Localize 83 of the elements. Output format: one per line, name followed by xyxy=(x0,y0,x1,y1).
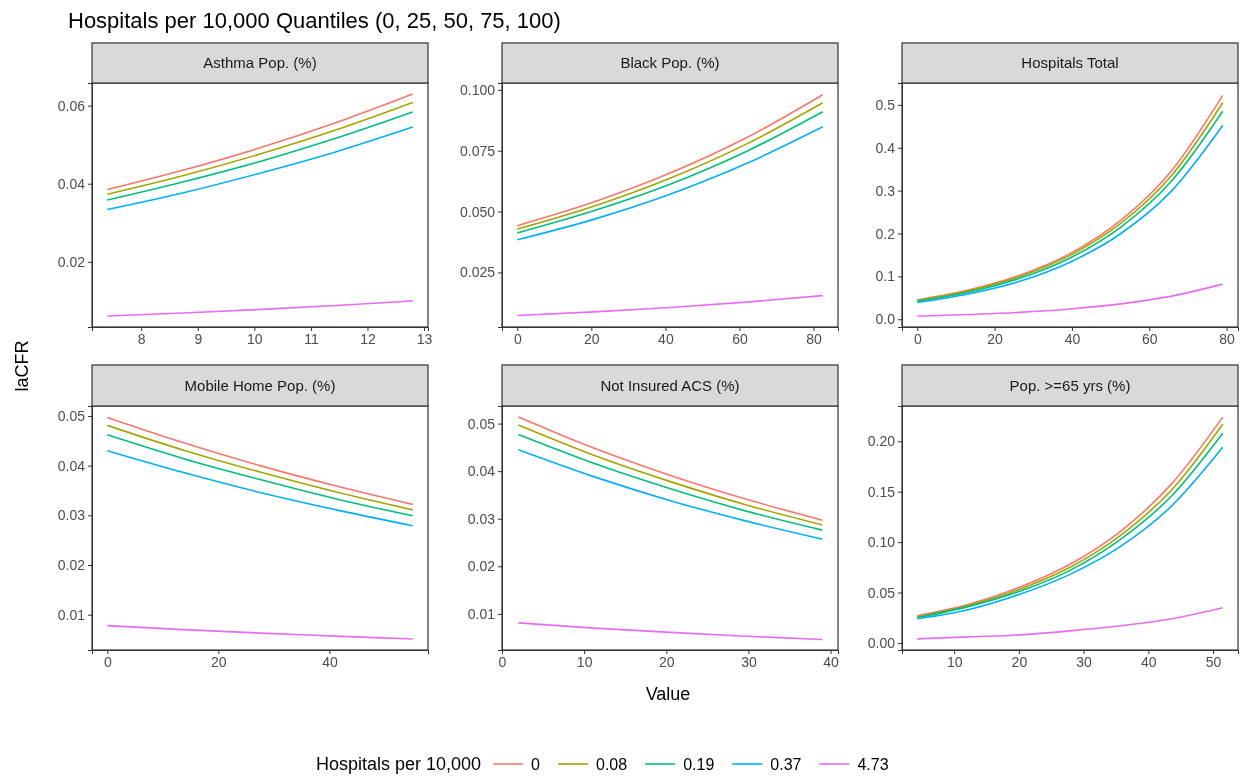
y-tick-label: 0.03 xyxy=(57,507,86,524)
y-tick-label: 0.4 xyxy=(875,139,896,156)
x-tick-label: 0 xyxy=(513,330,522,347)
line-series xyxy=(106,449,414,527)
chart-title: Mobile Home Pop. (%) xyxy=(184,376,336,394)
x-tick-label: 0 xyxy=(498,653,507,670)
line-series xyxy=(106,624,414,640)
x-tick-label: 60 xyxy=(1141,330,1158,347)
x-tick-label: 11 xyxy=(304,330,319,347)
x-tick-label: 8 xyxy=(137,330,146,347)
x-tick-label: 40 xyxy=(823,653,840,670)
legend-label: 0 xyxy=(531,756,541,773)
legend-label: 0.08 xyxy=(596,756,628,773)
legend-label: 4.73 xyxy=(857,756,889,773)
x-tick-label: 0 xyxy=(913,330,922,347)
y-tick-label: 0.05 xyxy=(467,415,496,432)
x-tick-label: 20 xyxy=(1011,653,1028,670)
y-tick-label: 0.03 xyxy=(467,510,496,527)
y-tick-label: 0.100 xyxy=(459,81,496,98)
line-series xyxy=(517,448,824,540)
y-tick-label: 0.06 xyxy=(57,97,86,114)
y-tick-label: 0.025 xyxy=(459,264,496,281)
x-tick-label: 30 xyxy=(1076,653,1093,670)
line-series xyxy=(916,606,1224,640)
legend-label: 0.37 xyxy=(770,756,802,773)
x-tick-label: 0 xyxy=(103,653,112,670)
y-tick-label: 0.3 xyxy=(875,182,896,199)
text: Hospitals per 10,000 Quantiles (0, 25, 50, 75, 100) xyxy=(68,8,561,33)
legend-title: Hospitals per 10,000 xyxy=(316,754,482,774)
x-tick-label: 80 xyxy=(1219,330,1236,347)
x-tick-label: 20 xyxy=(211,653,227,670)
x-tick-label: 40 xyxy=(1141,653,1157,670)
chart-title: Hospitals Total xyxy=(1021,54,1119,71)
chart-title: Black Pop. (%) xyxy=(620,54,720,71)
y-tick-label: 0.05 xyxy=(57,407,86,424)
x-tick-label: 40 xyxy=(322,653,338,670)
line-series xyxy=(106,126,414,211)
x-tick-label: 10 xyxy=(946,653,963,670)
y-tick-label: 0.10 xyxy=(867,534,896,551)
chart-title: Asthma Pop. (%) xyxy=(203,54,317,71)
y-tick-label: 0.04 xyxy=(467,463,496,480)
line-series xyxy=(516,294,824,317)
y-tick-label: 0.01 xyxy=(57,606,86,623)
y-tick-label: 0.04 xyxy=(57,457,86,474)
chart-title: Not Insured ACS (%) xyxy=(600,376,740,394)
y-tick-label: 0.02 xyxy=(57,253,86,270)
line-series xyxy=(517,622,824,641)
y-tick-label: 0.1 xyxy=(875,268,896,285)
y-tick-label: 0.02 xyxy=(57,557,86,573)
x-tick-label: 20 xyxy=(987,330,1004,347)
y-tick-label: 0.00 xyxy=(867,634,896,651)
y-tick-label: 0.075 xyxy=(459,142,496,159)
x-tick-label: 20 xyxy=(659,653,675,670)
line-series xyxy=(106,300,414,317)
y-tick-label: 0.01 xyxy=(467,605,496,622)
y-tick-label: 0.2 xyxy=(875,225,896,242)
x-tick-label: 10 xyxy=(247,330,263,347)
x-tick-label: 13 xyxy=(416,330,433,347)
x-tick-label: 10 xyxy=(576,653,593,670)
y-tick-label: 0.04 xyxy=(57,175,86,192)
y-tick-label: 0.15 xyxy=(867,483,896,500)
line-series xyxy=(106,434,414,517)
legend-label: 0.19 xyxy=(683,756,715,773)
x-tick-label: 12 xyxy=(360,330,376,347)
x-tick-label: 80 xyxy=(806,330,822,347)
y-axis-title: laCFR xyxy=(12,340,32,392)
chart-title: Pop. >=65 yrs (%) xyxy=(1009,376,1131,394)
y-tick-label: 0.0 xyxy=(875,311,896,328)
x-tick-label: 9 xyxy=(194,330,203,347)
y-tick-label: 0.02 xyxy=(467,558,496,575)
y-tick-label: 0.05 xyxy=(867,584,896,601)
x-tick-label: 50 xyxy=(1205,653,1222,670)
y-tick-label: 0.5 xyxy=(875,96,896,113)
x-tick-label: 30 xyxy=(741,653,757,670)
x-tick-label: 40 xyxy=(1064,330,1081,347)
y-tick-label: 0.20 xyxy=(867,433,896,450)
y-tick-label: 0.050 xyxy=(459,203,496,220)
x-tick-label: 40 xyxy=(658,330,674,347)
line-series xyxy=(516,126,824,241)
x-axis-title: Value xyxy=(645,684,691,704)
x-tick-label: 60 xyxy=(732,330,748,347)
x-tick-label: 20 xyxy=(584,330,600,347)
line-series xyxy=(916,283,1224,318)
